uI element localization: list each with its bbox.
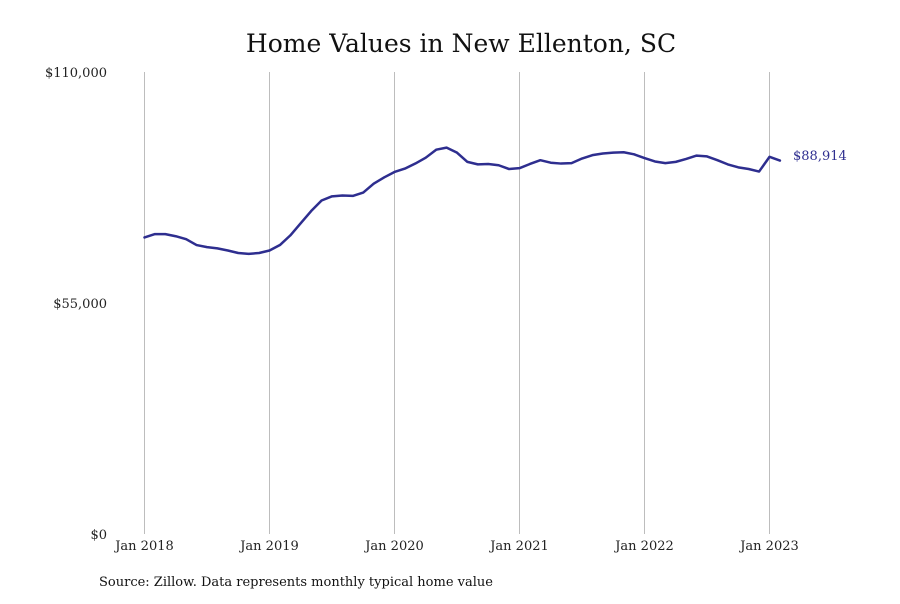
data-point bbox=[695, 154, 698, 157]
data-point bbox=[476, 163, 479, 166]
data-point bbox=[685, 157, 688, 160]
data-point bbox=[445, 146, 448, 149]
data-point bbox=[591, 154, 594, 157]
x-axis-ticks: Jan 2018 Jan 2019 Jan 2020 Jan 2021 Jan 2022… bbox=[113, 539, 799, 554]
data-point bbox=[341, 194, 344, 197]
data-point bbox=[143, 236, 146, 239]
data-point bbox=[706, 155, 708, 158]
data-point bbox=[403, 167, 406, 170]
data-points bbox=[143, 146, 781, 255]
x-tick-label: Jan 2022 bbox=[613, 539, 674, 554]
source-note: Source: Zillow. Data represents monthly … bbox=[99, 575, 493, 590]
data-point bbox=[612, 151, 615, 154]
data-point bbox=[226, 249, 229, 252]
data-point bbox=[164, 233, 167, 236]
data-point bbox=[310, 210, 313, 213]
chart-title: Home Values in New Ellenton, SC bbox=[246, 29, 676, 58]
vertical-gridlines bbox=[144, 72, 770, 534]
data-point bbox=[570, 162, 573, 165]
data-point bbox=[653, 160, 656, 163]
data-point bbox=[320, 199, 323, 202]
data-point bbox=[331, 195, 333, 198]
data-point bbox=[414, 162, 417, 165]
data-point bbox=[768, 155, 771, 158]
y-axis-ticks: $0 $55,000 $110,000 bbox=[45, 66, 107, 543]
x-tick-label: Jan 2021 bbox=[488, 539, 549, 554]
data-point bbox=[643, 157, 646, 160]
data-point bbox=[362, 191, 365, 194]
data-point bbox=[487, 162, 490, 165]
data-point bbox=[737, 166, 740, 169]
data-point bbox=[185, 238, 188, 241]
data-point bbox=[456, 151, 458, 154]
data-point bbox=[206, 246, 208, 249]
home-value-line bbox=[143, 146, 782, 256]
data-point bbox=[174, 235, 177, 238]
data-point bbox=[351, 194, 354, 197]
end-value-label: $88,914 bbox=[793, 149, 847, 164]
data-point bbox=[622, 151, 625, 154]
data-point bbox=[633, 153, 636, 156]
data-point bbox=[758, 170, 761, 173]
data-point bbox=[549, 161, 552, 164]
data-point bbox=[278, 244, 281, 247]
data-point bbox=[393, 170, 396, 173]
data-point bbox=[195, 244, 198, 247]
data-point bbox=[601, 152, 604, 155]
x-tick-label: Jan 2023 bbox=[738, 539, 799, 554]
data-point bbox=[518, 167, 521, 170]
data-point bbox=[497, 164, 500, 167]
data-point bbox=[539, 159, 542, 162]
x-tick-label: Jan 2020 bbox=[363, 539, 424, 554]
data-point bbox=[528, 162, 531, 165]
data-point bbox=[674, 160, 677, 163]
data-point bbox=[424, 156, 427, 159]
data-point bbox=[289, 234, 292, 237]
data-point bbox=[747, 168, 750, 171]
data-point bbox=[466, 160, 469, 163]
data-point bbox=[153, 233, 156, 236]
data-point bbox=[237, 252, 240, 255]
data-point bbox=[216, 247, 219, 250]
data-point bbox=[383, 176, 386, 179]
x-tick-label: Jan 2018 bbox=[113, 539, 174, 554]
y-tick-label: $110,000 bbox=[45, 66, 107, 81]
data-point bbox=[664, 162, 667, 165]
data-point bbox=[247, 252, 250, 255]
data-point bbox=[716, 159, 719, 162]
data-point bbox=[581, 157, 583, 160]
y-tick-label: $0 bbox=[90, 528, 107, 543]
x-tick-label: Jan 2019 bbox=[238, 539, 299, 554]
y-tick-label: $55,000 bbox=[53, 297, 107, 312]
data-point bbox=[299, 222, 302, 225]
data-point bbox=[268, 249, 271, 252]
data-point bbox=[372, 182, 375, 185]
data-point bbox=[726, 163, 729, 166]
data-point bbox=[508, 168, 511, 171]
data-point bbox=[778, 159, 781, 162]
data-point bbox=[258, 252, 261, 255]
data-point bbox=[560, 162, 563, 165]
data-point bbox=[435, 148, 438, 151]
